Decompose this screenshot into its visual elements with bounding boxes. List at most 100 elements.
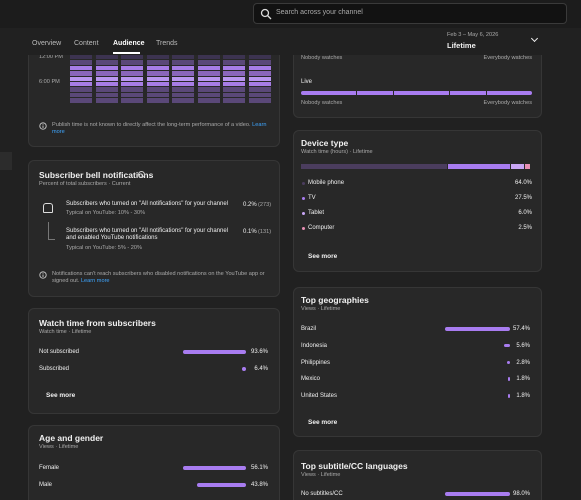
card	[293, 130, 542, 272]
heatmap-cell	[172, 60, 194, 65]
heatmap-cell	[172, 71, 194, 76]
bell-row-typical: Typical on YouTube: 5% - 20%	[66, 245, 142, 251]
info-icon	[39, 122, 47, 130]
heatmap-cell	[70, 55, 92, 60]
heatmap-cell	[248, 71, 271, 76]
row-value: 93.6%	[250, 349, 268, 355]
card-subtitle: Watch time · Lifetime	[39, 329, 92, 335]
heatmap-cell	[121, 60, 143, 65]
heatmap-cell	[121, 76, 143, 81]
row-label: Mexico	[301, 376, 321, 383]
card-subtitle: Views · Lifetime	[301, 306, 341, 312]
heatmap-cell	[248, 87, 271, 92]
heatmap-cell	[70, 92, 92, 98]
heatmap-cell	[197, 82, 220, 87]
see-more[interactable]: See more	[46, 392, 76, 399]
tab[interactable]: Trends	[156, 40, 178, 47]
segment-gap	[448, 91, 450, 95]
date-period[interactable]: Lifetime	[447, 41, 476, 50]
row-label: Philippines	[301, 359, 331, 366]
bar	[183, 350, 246, 354]
heatmap-cell	[223, 60, 245, 65]
segment-gap	[393, 91, 395, 95]
row-value: 56.1%	[250, 465, 268, 471]
heatmap-cell	[223, 76, 245, 81]
row-value: 43.8%	[250, 482, 268, 488]
bar	[183, 466, 246, 470]
legend-dot	[302, 212, 305, 215]
bar	[507, 394, 510, 398]
heatmap-cell	[197, 76, 220, 81]
learn-more-link[interactable]: Learn more	[80, 277, 110, 284]
heatmap-cell	[248, 98, 271, 103]
bell-icon	[43, 203, 53, 213]
row-value: 64.0%	[514, 180, 532, 186]
heatmap-cell	[121, 98, 143, 103]
retention-bar	[301, 91, 532, 95]
heatmap-cell	[70, 65, 92, 71]
heatmap-cell	[172, 76, 194, 81]
heatmap-cell	[95, 60, 118, 65]
tab[interactable]: Content	[74, 40, 99, 47]
see-more[interactable]: See more	[308, 253, 338, 260]
heatmap-cell	[95, 76, 118, 81]
legend-dot	[302, 197, 305, 200]
heatmap-cell	[70, 98, 92, 103]
heatmap-cell	[95, 65, 118, 71]
card-title: Subscriber bell notifications	[39, 170, 154, 180]
row-value: 1.8%	[516, 376, 530, 383]
heatmap-cell	[248, 60, 271, 65]
row-value: 5.6%	[516, 342, 530, 349]
segment-gap	[356, 91, 358, 95]
heatmap-cell	[197, 71, 220, 76]
row-label: Tablet	[308, 210, 325, 216]
segment-gap	[485, 91, 487, 95]
header	[12, 28, 581, 55]
heatmap-cell	[146, 71, 169, 76]
heatmap-cell	[146, 60, 169, 65]
heatmap-cell	[146, 87, 169, 92]
info-icon	[39, 271, 47, 279]
heatmap-cell	[197, 87, 220, 92]
search-placeholder: Search across your channel	[276, 9, 363, 16]
row-label: United States	[301, 393, 338, 400]
card-subtitle: Watch time (hours) · Lifetime	[301, 149, 373, 155]
heatmap-cell	[70, 87, 92, 92]
bar	[241, 367, 246, 371]
tab[interactable]: Audience	[113, 40, 145, 47]
heatmap-cell	[223, 92, 245, 98]
legend-dot	[302, 182, 305, 185]
heatmap-cell	[95, 82, 118, 87]
bell-row-typical: Typical on YouTube: 10% - 30%	[66, 210, 146, 216]
heatmap-cell	[146, 65, 169, 71]
card-title: Top geographies	[301, 295, 369, 305]
tab[interactable]: Overview	[32, 40, 62, 47]
learn-more-link[interactable]: Learn more	[52, 122, 267, 135]
row-label: Mobile phone	[308, 180, 345, 186]
search-box[interactable]: Search across your channel	[253, 3, 567, 24]
heatmap-cell	[223, 71, 245, 76]
heatmap-cell	[95, 92, 118, 98]
heatmap-cell	[197, 92, 220, 98]
heatmap-cell	[146, 92, 169, 98]
heatmap-cell	[70, 82, 92, 87]
heatmap-cell	[172, 87, 194, 92]
heatmap-cell	[248, 76, 271, 81]
card-subtitle: Percent of total subscribers · Current	[39, 181, 131, 187]
heatmap-cell	[197, 55, 220, 60]
card-title: Top subtitle/CC languages	[301, 461, 408, 471]
see-more[interactable]: See more	[308, 419, 338, 426]
heatmap-cell	[95, 71, 118, 76]
card	[28, 308, 280, 414]
bar	[196, 483, 246, 487]
card-title: Watch time from subscribers	[39, 318, 156, 328]
heatmap-cell	[197, 65, 220, 71]
heatmap-cell	[172, 92, 194, 98]
heatmap-cell	[248, 82, 271, 87]
card-title: Device type	[301, 138, 349, 148]
bar	[506, 360, 510, 365]
info-note: Publish time is not known to directly af…	[52, 122, 274, 135]
connector	[48, 222, 55, 240]
heatmap-cell	[223, 65, 245, 71]
